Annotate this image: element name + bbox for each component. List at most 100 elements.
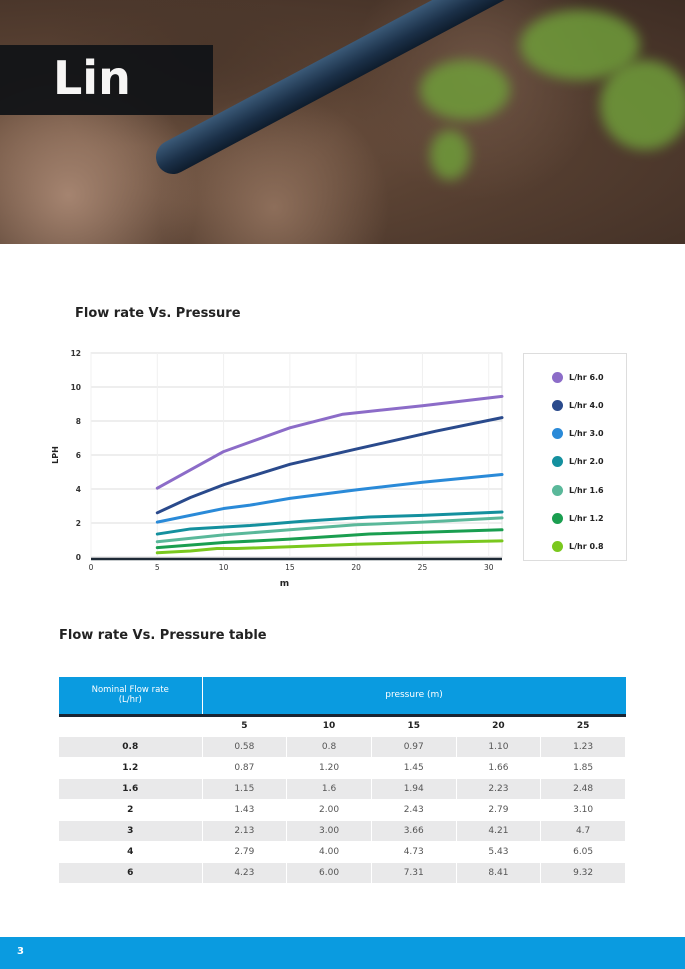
flow-value-cell: 2.13 (202, 820, 288, 842)
x-tick-label: 0 (89, 563, 94, 572)
flow-value-cell: 4.21 (456, 820, 542, 842)
legend-label: L/hr 0.8 (569, 542, 604, 552)
chart-legend: L/hr 6.0 L/hr 4.0 L/hr 3.0 L/hr 2.0 L/hr 1.6… (523, 353, 627, 561)
series-line-6.0 (155, 394, 504, 490)
footer-bar: 3 (0, 937, 685, 969)
flow-pressure-chart: 0 2 4 6 8 10 12 0 5 10 15 20 25 30 m LPH (51, 349, 504, 589)
flow-value-cell: 1.15 (202, 778, 288, 800)
plant-leaf (600, 60, 685, 150)
page-number: 3 (17, 946, 24, 957)
pressure-column-header: 25 (540, 715, 626, 737)
series-line-3.0 (155, 473, 504, 524)
legend-item: L/hr 3.0 (552, 427, 604, 441)
hero-image (0, 0, 685, 244)
table-row: 1.6 1.15 1.6 1.94 2.23 2.48 (59, 778, 626, 800)
flow-value-cell: 2.79 (202, 841, 288, 863)
pressure-column-header: 5 (202, 715, 288, 737)
flow-value-cell: 3.10 (540, 799, 626, 821)
y-axis-label: LPH (51, 446, 60, 464)
flow-value-cell: 4.73 (371, 841, 457, 863)
legend-item: L/hr 2.0 (552, 455, 604, 469)
flow-value-cell: 1.45 (371, 757, 457, 779)
nominal-rate-cell: 2 (59, 799, 203, 821)
y-tick-label: 4 (76, 485, 81, 494)
pressure-column-header: 20 (456, 715, 542, 737)
flow-value-cell: 2.79 (456, 799, 542, 821)
nominal-rate-cell: 4 (59, 841, 203, 863)
legend-label: L/hr 1.6 (569, 485, 604, 495)
flow-value-cell: 6.05 (540, 841, 626, 863)
legend-dot-icon (552, 541, 563, 553)
flow-value-cell: 1.66 (456, 757, 542, 779)
y-tick-label: 8 (76, 417, 81, 426)
flow-value-cell: 2.48 (540, 778, 626, 800)
flow-value-cell: 4.7 (540, 820, 626, 842)
flow-value-cell: 1.23 (540, 736, 626, 758)
legend-item: L/hr 1.2 (552, 512, 604, 526)
legend-dot-icon (552, 484, 563, 496)
flow-value-cell: 9.32 (540, 862, 626, 884)
plant-leaf (420, 60, 510, 120)
legend-item: L/hr 6.0 (552, 370, 604, 384)
table-title: Flow rate Vs. Pressure table (59, 628, 267, 643)
y-tick-label: 6 (76, 451, 81, 460)
x-tick-label: 25 (418, 563, 428, 572)
legend-label: L/hr 6.0 (569, 372, 604, 382)
legend-dot-icon (552, 456, 563, 468)
nominal-rate-cell: 3 (59, 820, 203, 842)
header-pressure: pressure (m) (202, 677, 626, 717)
chart-title: Flow rate Vs. Pressure (75, 306, 241, 321)
flow-value-cell: 1.10 (456, 736, 542, 758)
y-tick-label: 12 (71, 349, 81, 358)
flow-value-cell: 1.20 (286, 757, 372, 779)
flow-value-cell: 6.00 (286, 862, 372, 884)
x-tick-label: 15 (285, 563, 295, 572)
flow-value-cell: 7.31 (371, 862, 457, 884)
header-label: Nominal Flow rate (91, 685, 169, 696)
flow-value-cell: 3.66 (371, 820, 457, 842)
table-row: 1.2 0.87 1.20 1.45 1.66 1.85 (59, 757, 626, 779)
table-row: 0.8 0.58 0.8 0.97 1.10 1.23 (59, 736, 626, 758)
legend-label: L/hr 4.0 (569, 400, 604, 410)
series-line-1.6 (155, 516, 504, 544)
flow-value-cell: 1.43 (202, 799, 288, 821)
x-tick-label: 30 (484, 563, 494, 572)
flow-value-cell: 0.8 (286, 736, 372, 758)
pressure-header-row: 5 10 15 20 25 (59, 715, 626, 737)
flow-value-cell: 3.00 (286, 820, 372, 842)
x-tick-label: 5 (155, 563, 160, 572)
legend-item: L/hr 0.8 (552, 540, 604, 554)
flow-value-cell: 8.41 (456, 862, 542, 884)
legend-label: L/hr 1.2 (569, 514, 604, 523)
series-line-4.0 (155, 416, 504, 515)
flow-value-cell: 1.6 (286, 778, 372, 800)
x-tick-label: 10 (219, 563, 229, 572)
y-tick-label: 2 (76, 519, 81, 528)
flow-value-cell: 4.23 (202, 862, 288, 884)
flow-value-cell: 2.00 (286, 799, 372, 821)
legend-dot-icon (552, 371, 563, 383)
legend-dot-icon (552, 399, 563, 411)
flow-value-cell: 5.43 (456, 841, 542, 863)
series-line-1.2 (155, 528, 504, 550)
y-tick-label: 0 (76, 553, 81, 562)
flow-value-cell: 2.23 (456, 778, 542, 800)
pressure-column-header: 10 (286, 715, 372, 737)
nominal-rate-cell: 1.6 (59, 778, 203, 800)
legend-label: L/hr 2.0 (569, 457, 604, 467)
table-row: 6 4.23 6.00 7.31 8.41 9.32 (59, 862, 626, 884)
header-unit: (L/hr) (118, 695, 142, 706)
table-row: 4 2.79 4.00 4.73 5.43 6.05 (59, 841, 626, 863)
pressure-column-header: 15 (371, 715, 457, 737)
flow-value-cell: 1.94 (371, 778, 457, 800)
series-line-0.8 (155, 539, 504, 555)
plant-leaf (430, 130, 470, 180)
page-title: Lin (53, 51, 131, 105)
flow-value-cell: 2.43 (371, 799, 457, 821)
legend-dot-icon (552, 428, 563, 440)
empty-cell (59, 715, 203, 737)
table-row: 2 1.43 2.00 2.43 2.79 3.10 (59, 799, 626, 821)
table-row: 3 2.13 3.00 3.66 4.21 4.7 (59, 820, 626, 842)
header-nominal-flow: Nominal Flow rate (L/hr) (59, 677, 203, 717)
